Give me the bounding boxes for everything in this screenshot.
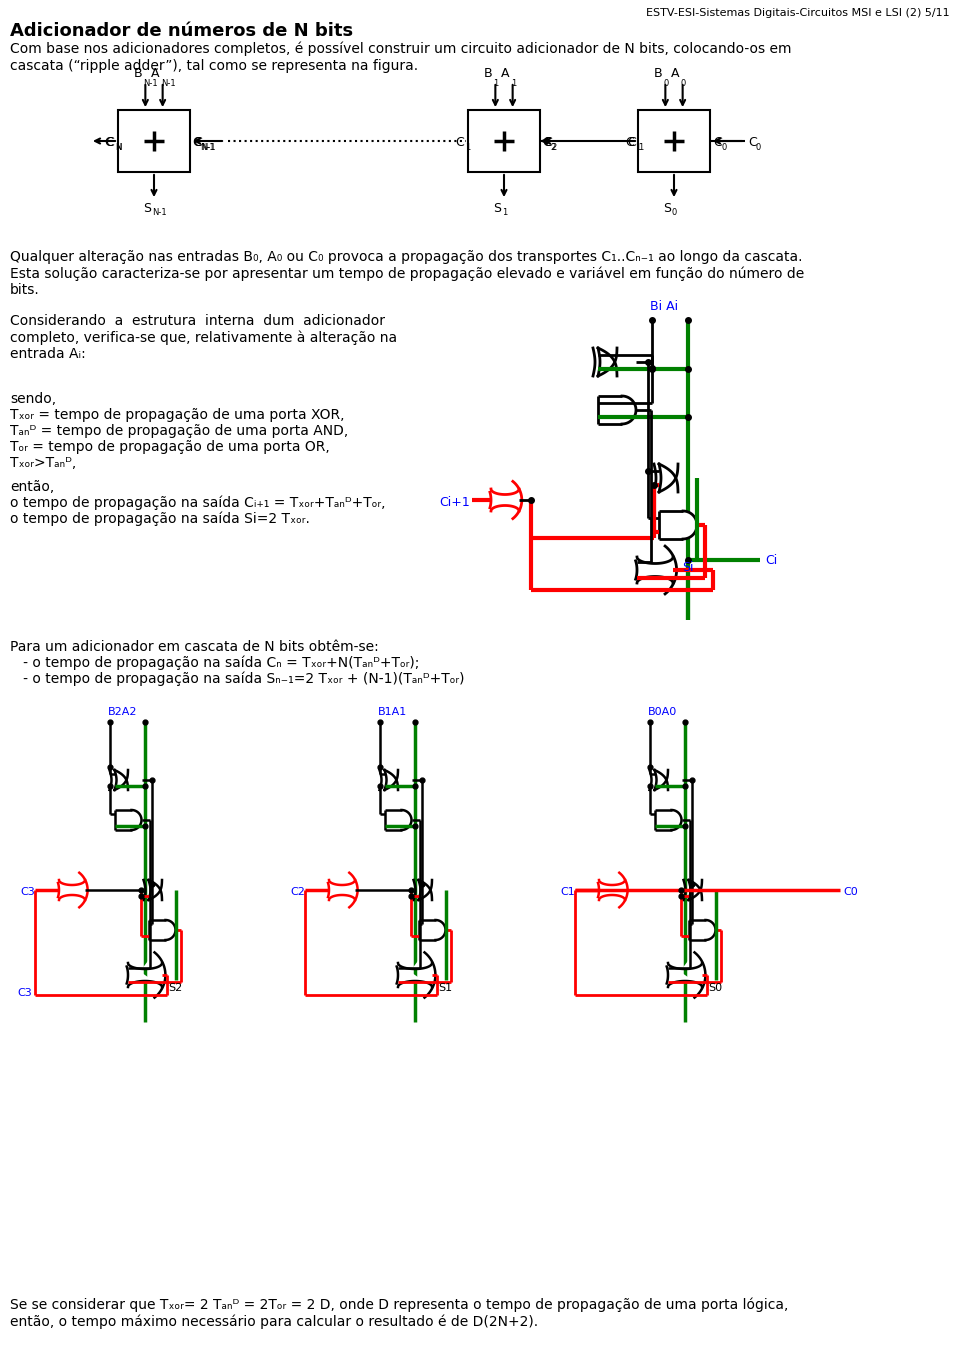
Text: 1: 1 — [635, 142, 640, 152]
Text: N-1: N-1 — [160, 79, 176, 87]
Text: 0: 0 — [663, 79, 668, 87]
Polygon shape — [385, 811, 412, 830]
Text: C: C — [193, 137, 202, 149]
Text: Para um adicionador em cascata de N bits obtêm-se:: Para um adicionador em cascata de N bits… — [10, 640, 379, 653]
Text: 2: 2 — [551, 142, 556, 152]
Text: 1: 1 — [502, 208, 507, 217]
Text: 0: 0 — [681, 79, 685, 87]
Polygon shape — [149, 920, 176, 940]
Text: C0: C0 — [843, 887, 857, 897]
Text: S1: S1 — [439, 983, 452, 992]
Text: ESTV-ESI-Sistemas Digitais-Circuitos MSI e LSI (2) 5/11: ESTV-ESI-Sistemas Digitais-Circuitos MSI… — [646, 8, 950, 18]
Polygon shape — [655, 811, 682, 830]
Text: S2: S2 — [168, 983, 182, 992]
Polygon shape — [599, 872, 628, 908]
Text: C2: C2 — [290, 887, 305, 897]
Text: C3: C3 — [20, 887, 35, 897]
Text: C: C — [713, 137, 722, 149]
Text: S: S — [143, 202, 151, 215]
Text: Bi Ai: Bi Ai — [650, 299, 678, 313]
Text: N-1: N-1 — [152, 208, 167, 217]
Text: B: B — [654, 67, 662, 81]
Polygon shape — [637, 545, 677, 593]
Polygon shape — [329, 872, 357, 908]
Text: C3: C3 — [17, 988, 32, 998]
Text: 1: 1 — [511, 79, 516, 87]
Text: 0: 0 — [672, 208, 677, 217]
Text: N: N — [115, 144, 121, 153]
Text: N-1: N-1 — [201, 142, 216, 152]
Text: C: C — [627, 137, 636, 149]
Text: B2A2: B2A2 — [108, 707, 137, 718]
Text: B: B — [133, 67, 142, 81]
Polygon shape — [419, 880, 432, 899]
Text: C: C — [192, 137, 201, 149]
Polygon shape — [659, 463, 678, 492]
Text: N-1: N-1 — [143, 79, 158, 87]
Text: - o tempo de propagação na saída Cₙ = Tₓₒᵣ+N(Tₐₙᴰ+Tₒᵣ);: - o tempo de propagação na saída Cₙ = Tₓ… — [10, 656, 420, 670]
Polygon shape — [655, 770, 668, 790]
Text: S: S — [663, 202, 671, 215]
Text: C: C — [543, 137, 552, 149]
Text: 0: 0 — [721, 142, 727, 152]
Text: C: C — [625, 137, 634, 149]
Text: Se se considerar que Tₓₒᵣ= 2 Tₐₙᴰ = 2Tₒᵣ = 2 D, onde D representa o tempo de pro: Se se considerar que Tₓₒᵣ= 2 Tₐₙᴰ = 2Tₒᵣ… — [10, 1299, 788, 1329]
Text: Tₓₒᵣ>Tₐₙᴰ,: Tₓₒᵣ>Tₐₙᴰ, — [10, 457, 76, 470]
Text: Ci: Ci — [765, 554, 778, 566]
Polygon shape — [114, 770, 128, 790]
Text: 1: 1 — [638, 144, 643, 153]
Text: A: A — [151, 67, 159, 81]
Text: Considerando  a  estrutura  interna  dum  adicionador
completo, verifica-se que,: Considerando a estrutura interna dum adi… — [10, 314, 397, 361]
Bar — [118, 109, 190, 172]
Text: C1: C1 — [561, 887, 575, 897]
Text: o tempo de propagação na saída Si=2 Tₓₒᵣ.: o tempo de propagação na saída Si=2 Tₓₒᵣ… — [10, 513, 310, 526]
Text: A: A — [671, 67, 680, 81]
Polygon shape — [598, 349, 617, 376]
Text: Si: Si — [683, 560, 694, 574]
Polygon shape — [491, 481, 522, 518]
Polygon shape — [688, 880, 702, 899]
Text: S0: S0 — [708, 983, 723, 992]
Text: o tempo de propagação na saída Cᵢ₊₁ = Tₓₒᵣ+Tₐₙᴰ+Tₒᵣ,: o tempo de propagação na saída Cᵢ₊₁ = Tₓ… — [10, 496, 386, 510]
Bar — [638, 109, 710, 172]
Text: C: C — [748, 137, 756, 149]
Polygon shape — [149, 880, 162, 899]
Text: sendo,: sendo, — [10, 392, 56, 406]
Polygon shape — [128, 953, 165, 998]
Text: Tₐₙᴰ = tempo de propagação de uma porta AND,: Tₐₙᴰ = tempo de propagação de uma porta … — [10, 424, 348, 437]
Text: N-1: N-1 — [200, 144, 215, 153]
Text: C: C — [106, 137, 114, 149]
Text: Adicionador de números de N bits: Adicionador de números de N bits — [10, 22, 353, 40]
Text: B1A1: B1A1 — [378, 707, 407, 718]
Text: - o tempo de propagação na saída Sₙ₋₁=2 Tₓₒᵣ + (N-1)(Tₐₙᴰ+Tₒᵣ): - o tempo de propagação na saída Sₙ₋₁=2 … — [10, 673, 465, 686]
Text: A: A — [501, 67, 510, 81]
Polygon shape — [419, 920, 445, 940]
Polygon shape — [114, 811, 141, 830]
Polygon shape — [668, 953, 706, 998]
Text: N: N — [115, 142, 121, 152]
Polygon shape — [688, 920, 715, 940]
Polygon shape — [659, 511, 697, 539]
Text: Tₓₒᵣ = tempo de propagação de uma porta XOR,: Tₓₒᵣ = tempo de propagação de uma porta … — [10, 407, 345, 422]
Text: C: C — [455, 137, 464, 149]
Bar — [468, 109, 540, 172]
Text: 0: 0 — [756, 144, 761, 153]
Text: Tₒᵣ = tempo de propagação de uma porta OR,: Tₒᵣ = tempo de propagação de uma porta O… — [10, 440, 329, 454]
Text: B0A0: B0A0 — [648, 707, 677, 718]
Text: S: S — [493, 202, 501, 215]
Text: B: B — [484, 67, 492, 81]
Text: C: C — [105, 137, 113, 149]
Text: 1: 1 — [493, 79, 498, 87]
Text: 2: 2 — [550, 144, 555, 153]
Text: C: C — [542, 137, 551, 149]
Polygon shape — [398, 953, 436, 998]
Polygon shape — [598, 396, 636, 424]
Text: 1: 1 — [465, 142, 470, 152]
Polygon shape — [59, 872, 87, 908]
Text: Ci+1: Ci+1 — [440, 495, 470, 509]
Text: Qualquer alteração nas entradas B₀, A₀ ou C₀ provoca a propagação dos transporte: Qualquer alteração nas entradas B₀, A₀ o… — [10, 250, 804, 297]
Text: Com base nos adicionadores completos, é possível construir um circuito adicionad: Com base nos adicionadores completos, é … — [10, 42, 791, 72]
Polygon shape — [385, 770, 398, 790]
Text: então,: então, — [10, 480, 55, 493]
